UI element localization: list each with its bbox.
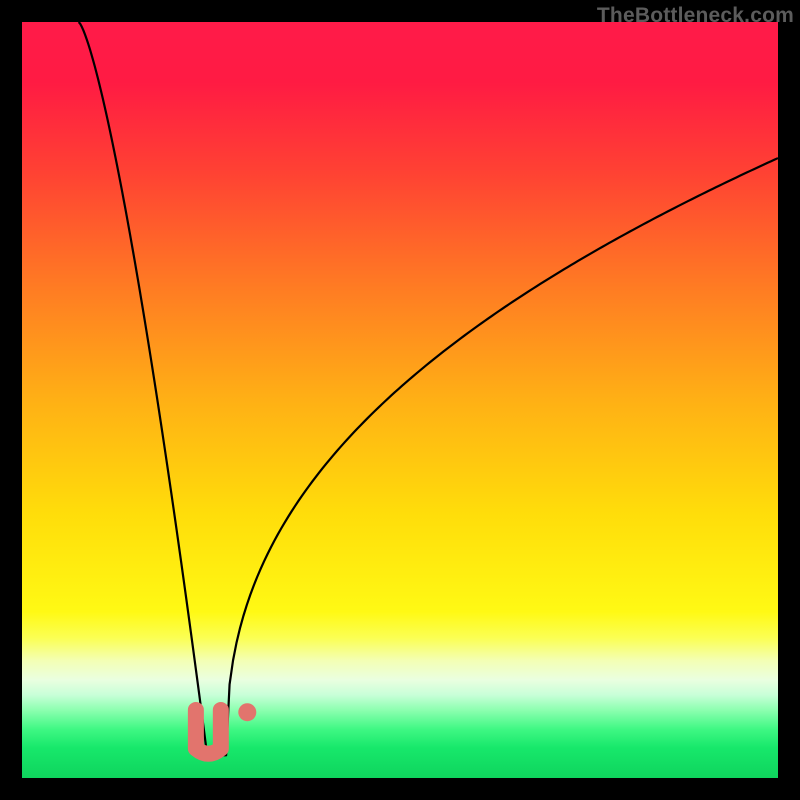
chart-stage: TheBottleneck.com: [0, 0, 800, 800]
gradient-background: [22, 22, 778, 778]
bottleneck-curve-chart: [22, 22, 778, 778]
highlight-dot-marker: [238, 703, 256, 721]
watermark-text: TheBottleneck.com: [597, 4, 794, 28]
